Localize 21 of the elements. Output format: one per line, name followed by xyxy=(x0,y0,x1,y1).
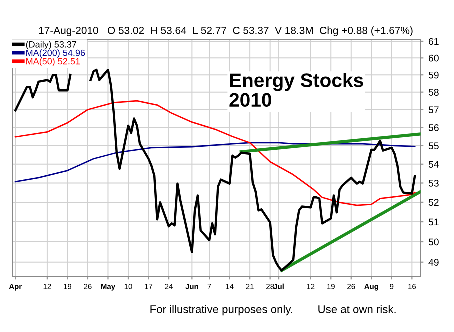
y-tick-label: 58 xyxy=(428,89,439,96)
y-tick-label: 54 xyxy=(428,161,440,168)
legend-label: (Daily) 53.37 xyxy=(26,41,77,50)
annotation: Energy Stocks 2010 xyxy=(230,73,364,108)
text: For illustrative purposes only. xyxy=(150,305,292,316)
y-tick-label: 52 xyxy=(428,199,439,206)
legend-label: MA(200) 54.96 xyxy=(26,50,86,58)
y-tick-label: 49 xyxy=(428,259,439,266)
y-tick-label: 57 xyxy=(428,106,439,114)
y-tick-label: 53 xyxy=(428,180,439,187)
y-tick-label: 56 xyxy=(428,124,439,132)
y-tick-label: 50 xyxy=(428,238,439,246)
y-tick-label: 61 xyxy=(428,38,439,46)
y-tick-label: 60 xyxy=(428,54,439,62)
y-tick-label: 59 xyxy=(428,72,439,79)
legend-label: MA(50) 52.51 xyxy=(26,58,80,66)
y-tick-label: 55 xyxy=(428,142,439,150)
line-series xyxy=(14,142,416,183)
chart-subtitle: 17-Aug-2010 O 53.02 H 53.64 L 52.77 C 53.37 V 18.3M Chg +0.88 (+1.67%) xyxy=(39,26,413,36)
y-tick-label: 51 xyxy=(428,218,439,226)
text: Use at own risk. xyxy=(318,305,396,314)
